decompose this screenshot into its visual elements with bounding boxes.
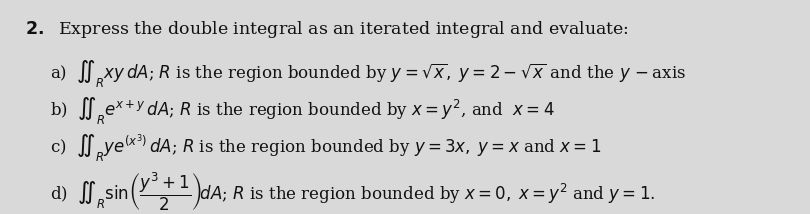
Text: c)  $\iint_R ye^{(x^3)}\,dA$; $R$ is the region bounded by $y = 3x,\; y = x$ and: c) $\iint_R ye^{(x^3)}\,dA$; $R$ is the …: [50, 133, 601, 165]
Text: b)  $\iint_R e^{x+y}\,dA$; $R$ is the region bounded by $x = y^2$, and  $x = 4$: b) $\iint_R e^{x+y}\,dA$; $R$ is the reg…: [50, 95, 555, 126]
Text: $\mathbf{2.}$  Express the double integral as an iterated integral and evaluate:: $\mathbf{2.}$ Express the double integra…: [25, 19, 629, 40]
Text: a)  $\iint_R xy\,dA$; $R$ is the region bounded by $y = \sqrt{x},\; y = 2 - \sqr: a) $\iint_R xy\,dA$; $R$ is the region b…: [50, 58, 686, 89]
Text: d)  $\iint_R \sin\!\left(\dfrac{y^3+1}{2}\right)\!dA$; $R$ is the region bounded: d) $\iint_R \sin\!\left(\dfrac{y^3+1}{2}…: [50, 170, 655, 213]
